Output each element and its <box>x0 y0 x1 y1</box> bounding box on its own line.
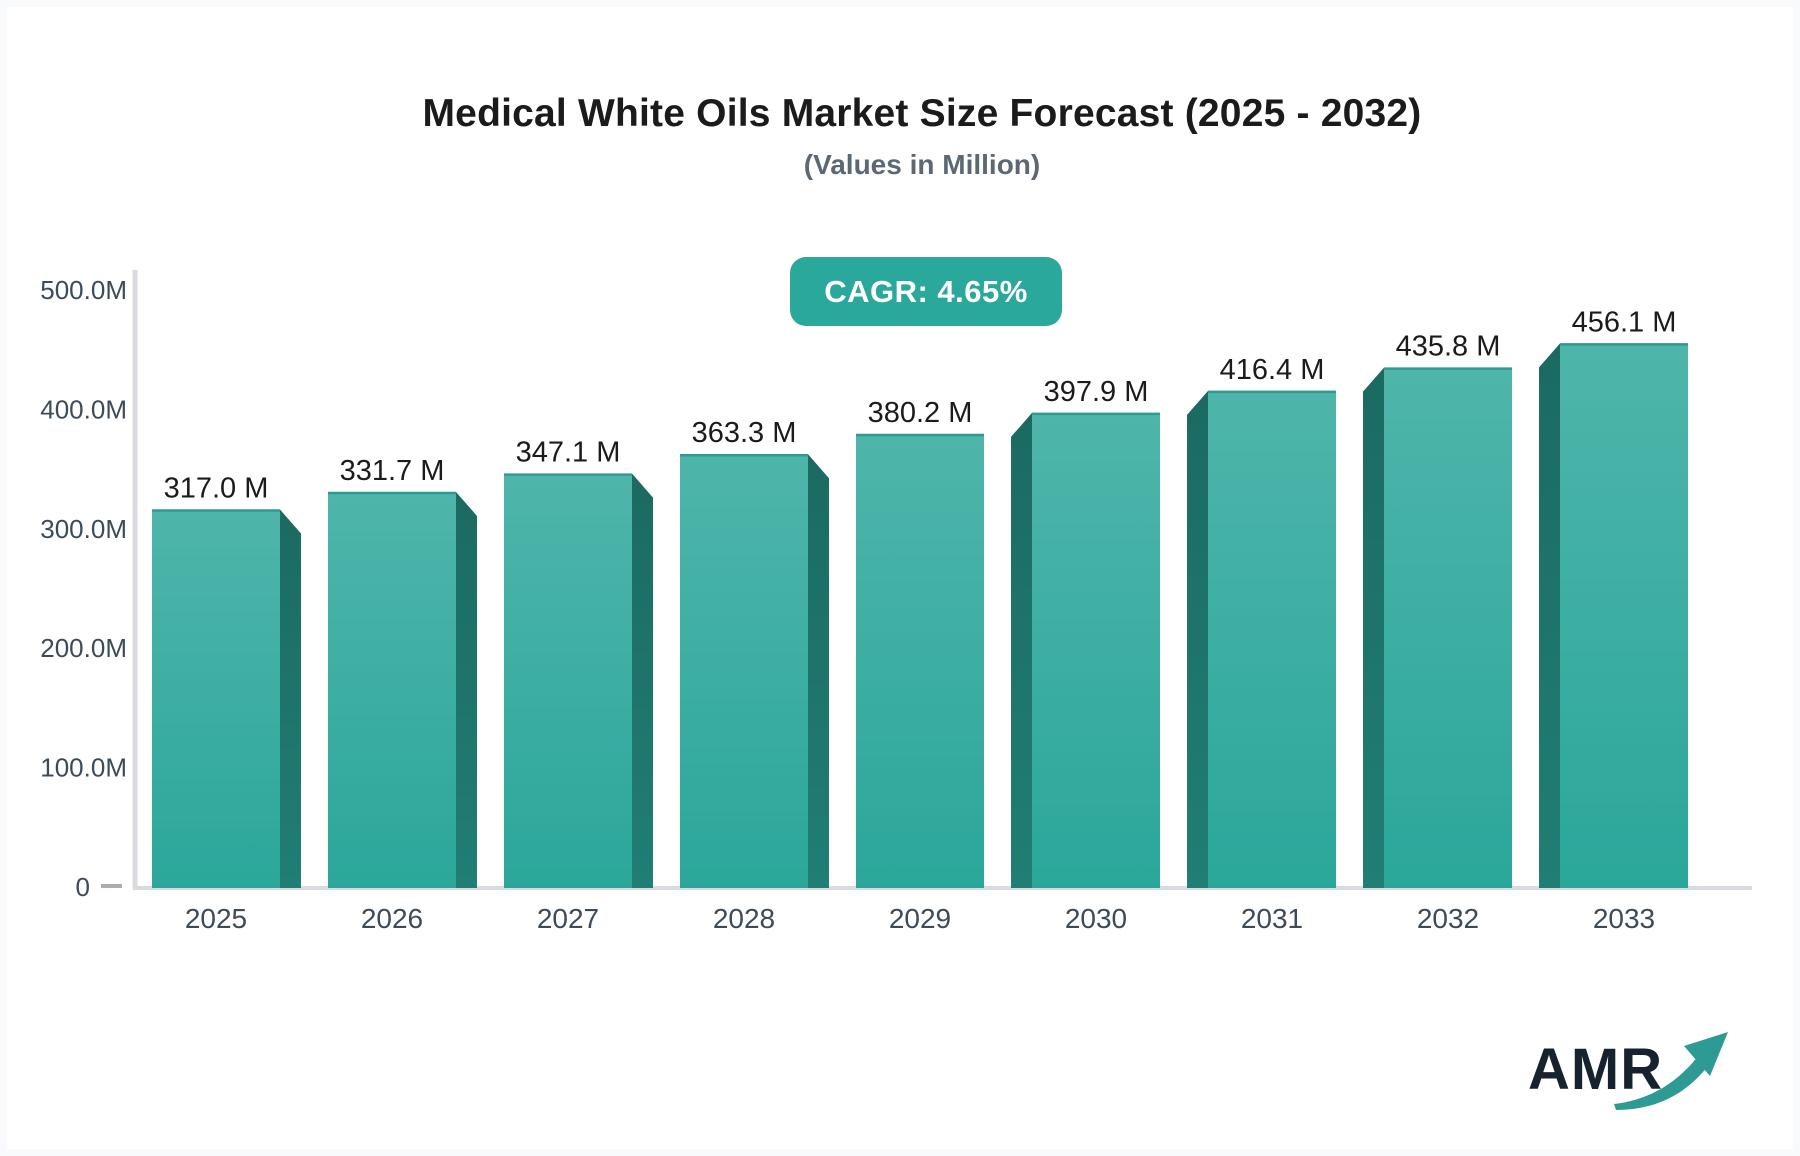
cagr-badge-label: CAGR: 4.65% <box>824 273 1028 309</box>
amr-logo: AMR <box>1528 1030 1758 1140</box>
x-tick-label: 2029 <box>889 903 951 934</box>
bar-side <box>1363 367 1384 888</box>
x-tick-label: 2025 <box>185 903 247 934</box>
bar <box>1208 390 1336 888</box>
bar <box>152 509 280 888</box>
amr-logo-text: AMR <box>1528 1037 1664 1102</box>
bar-value-label: 435.8 M <box>1396 331 1501 363</box>
growth-arrow-head <box>1684 1032 1728 1076</box>
bar-side <box>280 509 301 888</box>
growth-arrow-swoosh <box>1614 1056 1708 1110</box>
chart-header: Medical White Oils Market Size Forecast … <box>0 0 1800 181</box>
chart-subtitle: (Values in Million) <box>803 149 1041 180</box>
y-tick-label: 300.0M <box>40 514 127 544</box>
y-tick-label: 100.0M <box>40 753 127 783</box>
bar-value-label: 317.0 M <box>164 473 269 505</box>
chart-title: Medical White Oils Market Size Forecast … <box>422 92 1422 135</box>
bar-side <box>808 454 829 888</box>
bar-value-label: 397.9 M <box>1044 376 1149 408</box>
bar-side <box>1187 390 1208 888</box>
x-tick-label: 2031 <box>1241 903 1303 934</box>
bar-side <box>632 473 653 888</box>
bar <box>1032 412 1160 888</box>
bar <box>856 434 984 888</box>
x-tick-label: 2028 <box>713 903 775 934</box>
bar-value-label: 456.1 M <box>1572 306 1677 338</box>
x-tick-label: 2026 <box>361 903 423 934</box>
bar <box>1384 367 1512 888</box>
bar <box>504 473 632 888</box>
x-tick-label: 2033 <box>1593 903 1655 934</box>
bar-value-label: 347.1 M <box>516 437 621 469</box>
x-tick-label: 2030 <box>1065 903 1127 934</box>
bar <box>328 491 456 888</box>
y-tick-label: 500.0M <box>40 275 127 305</box>
bar <box>1560 343 1688 888</box>
bar-side <box>1011 412 1032 888</box>
y-tick-label: 200.0M <box>40 633 127 663</box>
bar-value-label: 331.7 M <box>340 455 445 487</box>
y-tick-label: 0 <box>76 872 90 902</box>
x-tick-label: 2027 <box>537 903 599 934</box>
bar-value-label: 363.3 M <box>692 417 797 449</box>
bar-value-label: 416.4 M <box>1220 354 1325 386</box>
cagr-badge: CAGR: 4.65% <box>790 257 1062 326</box>
bar-side <box>1539 343 1560 888</box>
x-tick-label: 2032 <box>1417 903 1479 934</box>
bar <box>680 454 808 888</box>
y-tick-label: 400.0M <box>40 394 127 424</box>
bar-value-label: 380.2 M <box>868 397 973 429</box>
growth-arrow-icon <box>1614 1032 1728 1110</box>
bar-side <box>456 491 477 888</box>
